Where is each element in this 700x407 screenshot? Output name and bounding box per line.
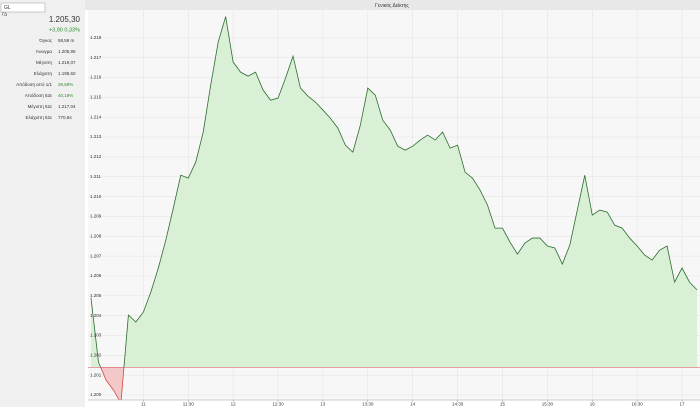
y-tick-label: 1.210 <box>90 194 102 199</box>
price: 1.205,30 <box>49 15 81 24</box>
x-tick-label: 17 <box>680 402 686 407</box>
side-panel <box>0 0 85 407</box>
y-tick-label: 1.207 <box>90 253 102 258</box>
y-tick-label: 1.205 <box>90 293 102 298</box>
y-tick-label: 1.208 <box>90 233 102 238</box>
stat-label: Ελάχιστη 52ε <box>26 114 52 120</box>
y-tick-label: 1.211 <box>90 174 101 179</box>
stat-value: 1.217,04 <box>58 104 76 109</box>
index-code: ΓΔ <box>2 12 7 17</box>
stat-label: Ελάχιστη <box>34 70 53 76</box>
y-tick-label: 1.203 <box>90 333 102 338</box>
y-tick-label: 1.216 <box>90 75 102 80</box>
line-up <box>90 16 698 368</box>
search-box[interactable] <box>0 2 46 13</box>
stat-value: 1.205,95 <box>58 49 76 54</box>
search-value[interactable]: GL <box>4 5 11 11</box>
x-tick-label: 12:30 <box>272 402 284 407</box>
y-tick-label: 1.206 <box>90 273 102 278</box>
x-tick-label: 16 <box>590 402 596 407</box>
chart-title: Γενικός Δείκτης <box>375 2 409 9</box>
price-change: +3,90 0,33% <box>49 27 80 33</box>
y-tick-label: 1.217 <box>90 55 102 60</box>
x-tick-label: 15 <box>500 402 506 407</box>
stat-label: Απόδοση από 1/1 <box>16 81 52 87</box>
stat-value: 40,19% <box>58 93 73 98</box>
x-tick-label: 14:30 <box>452 402 464 407</box>
x-tick-label: 11 <box>141 402 146 407</box>
y-tick-label: 1.200 <box>90 392 102 397</box>
x-tick-label: 13 <box>320 402 326 407</box>
stat-value: 770,84 <box>58 115 72 120</box>
x-tick-label: 12 <box>231 402 237 407</box>
title-bar <box>85 0 700 10</box>
y-tick-label: 1.209 <box>90 214 102 219</box>
stat-label: Μέγιστη 52ε <box>28 103 52 109</box>
stat-label: Απόδοση 52ε <box>25 92 52 98</box>
x-tick-label: 15:30 <box>542 402 554 407</box>
y-tick-label: 1.201 <box>90 372 102 377</box>
stat-value: 1.219,07 <box>58 60 76 65</box>
y-tick-label: 1.212 <box>90 154 102 159</box>
y-tick-label: 1.214 <box>90 114 102 119</box>
stat-label: Μέγιστη <box>36 59 53 65</box>
area-up <box>90 16 698 368</box>
x-tick-label: 11:30 <box>183 402 194 407</box>
y-tick-label: 1.213 <box>90 134 102 139</box>
x-tick-label: 16:30 <box>632 402 644 407</box>
stat-label: Άνοιγμα <box>36 49 53 54</box>
stat-value: 58,59 m <box>58 38 75 43</box>
y-tick-label: 1.218 <box>90 35 102 40</box>
y-tick-label: 1.215 <box>90 95 102 100</box>
stat-value: 29,69% <box>58 82 73 87</box>
y-tick-label: 1.204 <box>90 313 102 318</box>
y-tick-label: 1.202 <box>90 353 102 358</box>
x-tick-label: 14 <box>410 402 416 407</box>
x-tick-label: 13:30 <box>362 402 374 407</box>
stat-label: Όγκος <box>38 38 52 43</box>
stat-value: 1.199,60 <box>58 71 76 76</box>
